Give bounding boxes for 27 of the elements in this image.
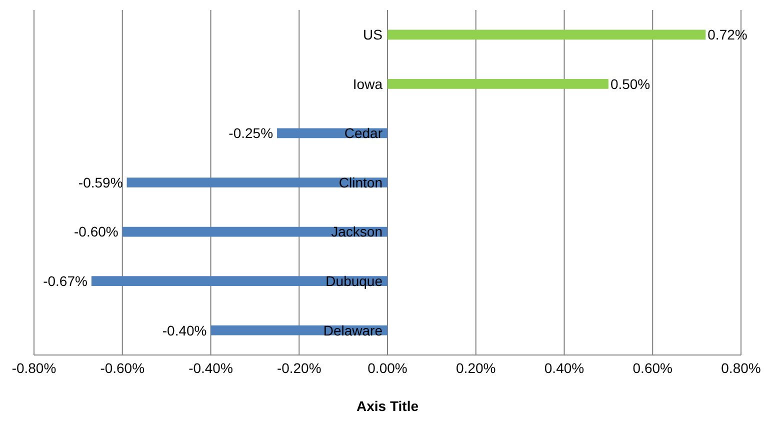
y-tick-label: Clinton bbox=[338, 174, 382, 190]
y-tick-label: Iowa bbox=[352, 76, 383, 92]
y-tick-label: US bbox=[363, 26, 382, 43]
x-tick-label: -0.20% bbox=[276, 360, 322, 376]
data-label: -0.59% bbox=[78, 174, 123, 190]
y-tick-label: Delaware bbox=[323, 322, 383, 338]
data-label: -0.40% bbox=[162, 322, 207, 338]
bar bbox=[126, 178, 388, 188]
data-label: -0.67% bbox=[43, 272, 88, 289]
data-label: 0.72% bbox=[708, 26, 748, 43]
data-label: 0.50% bbox=[610, 76, 650, 92]
x-tick-label: -0.60% bbox=[100, 360, 145, 376]
bar bbox=[388, 30, 706, 40]
x-axis-title: Axis Title bbox=[356, 398, 419, 414]
x-tick-label: -0.40% bbox=[188, 360, 233, 376]
x-tick-label: 0.40% bbox=[544, 360, 584, 376]
data-label: -0.60% bbox=[74, 224, 118, 240]
x-tick-label: 0.60% bbox=[632, 360, 672, 376]
y-tick-label: Jackson bbox=[331, 224, 382, 240]
x-tick-label: 0.80% bbox=[721, 360, 761, 376]
data-label: -0.25% bbox=[228, 125, 274, 142]
x-tick-label: 0.00% bbox=[368, 360, 408, 376]
x-tick-label: -0.80% bbox=[12, 360, 56, 376]
y-tick-label: Cedar bbox=[344, 125, 383, 142]
y-tick-label: Dubuque bbox=[326, 272, 383, 289]
bar bbox=[388, 79, 608, 89]
x-tick-label: 0.20% bbox=[456, 360, 496, 376]
